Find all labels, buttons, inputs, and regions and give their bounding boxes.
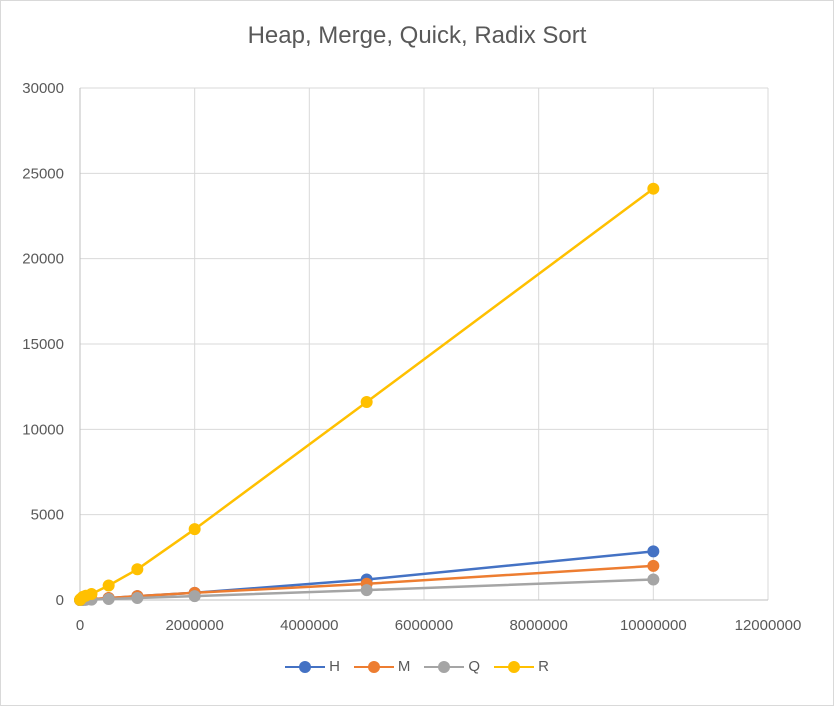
data-point bbox=[647, 545, 660, 558]
legend-label: R bbox=[538, 658, 549, 675]
legend-item-M: M bbox=[353, 658, 411, 675]
series-line bbox=[79, 187, 655, 601]
x-tick-label: 2000000 bbox=[165, 617, 223, 634]
y-tick-label: 10000 bbox=[22, 421, 64, 438]
data-point bbox=[188, 590, 201, 603]
legend-swatch bbox=[424, 660, 465, 673]
x-tick-label: 4000000 bbox=[280, 617, 338, 634]
legend-label: H bbox=[329, 658, 340, 675]
y-tick-label: 20000 bbox=[22, 251, 64, 268]
x-tick-label: 0 bbox=[76, 617, 84, 634]
x-tick-label: 8000000 bbox=[509, 617, 567, 634]
data-point bbox=[360, 396, 373, 409]
legend-item-H: H bbox=[285, 658, 340, 675]
series-R bbox=[74, 182, 660, 606]
data-point bbox=[131, 563, 144, 576]
data-point bbox=[102, 579, 115, 592]
x-tick-label: 6000000 bbox=[395, 617, 453, 634]
data-point bbox=[188, 523, 201, 536]
y-tick-label: 5000 bbox=[31, 507, 64, 524]
legend-swatch bbox=[494, 660, 535, 673]
chart-title: Heap, Merge, Quick, Radix Sort bbox=[247, 22, 587, 49]
data-point bbox=[647, 559, 660, 572]
y-tick-label: 30000 bbox=[22, 80, 64, 97]
y-tick-label: 15000 bbox=[22, 336, 64, 353]
legend-item-R: R bbox=[494, 658, 549, 675]
y-tick-label: 0 bbox=[56, 592, 64, 609]
y-tick-label: 25000 bbox=[22, 165, 64, 182]
legend-label: M bbox=[397, 658, 411, 675]
x-tick-label: 10000000 bbox=[620, 617, 687, 634]
data-point bbox=[131, 591, 144, 604]
data-point bbox=[647, 573, 660, 586]
legend-swatch bbox=[285, 660, 326, 673]
legend-swatch bbox=[353, 660, 394, 673]
x-tick-label: 12000000 bbox=[735, 617, 802, 634]
data-point bbox=[85, 588, 98, 601]
legend-label: Q bbox=[468, 658, 481, 675]
legend-item-Q: Q bbox=[424, 658, 480, 675]
data-point bbox=[360, 584, 373, 597]
data-point bbox=[102, 592, 115, 605]
data-point bbox=[647, 182, 660, 195]
